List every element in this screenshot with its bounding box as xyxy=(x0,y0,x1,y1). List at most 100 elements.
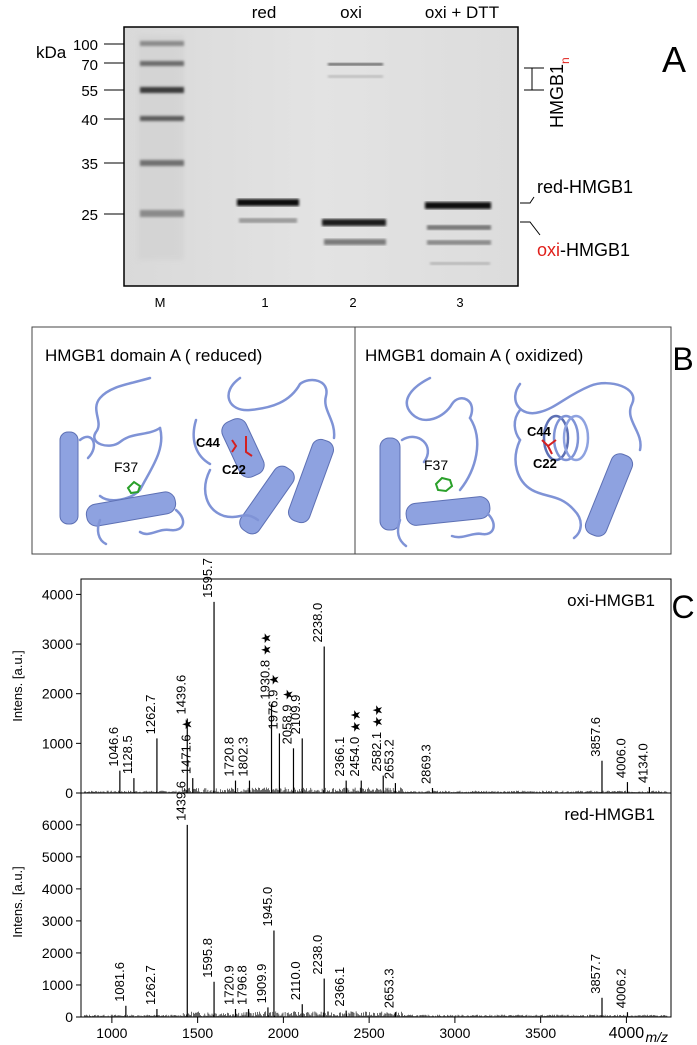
lane-1-faint-band xyxy=(239,218,297,223)
residue-f37-reduced: F37 xyxy=(114,459,138,475)
top-peak-label: 2653.2 xyxy=(381,739,396,779)
multimer-annotation: HMGB1n xyxy=(524,57,572,128)
bottom-y-tick-label: 3000 xyxy=(42,913,73,929)
top-y-axis: 0 1000 2000 3000 4000 xyxy=(42,586,81,801)
bottom-y-tick-label: 6000 xyxy=(42,817,73,833)
red-hmgb1-label: red-HMGB1 xyxy=(537,177,633,197)
bottom-peak-label: 2238.0 xyxy=(310,935,325,975)
bottom-peak-label: 2110.0 xyxy=(288,961,303,1000)
top-peak-label: 1595.7 xyxy=(200,558,215,598)
structure-title-reduced: HMGB1 domain A ( reduced) xyxy=(45,346,262,365)
bottom-noise-path xyxy=(84,1011,668,1017)
top-peak-label: 1471.6 xyxy=(179,734,194,774)
spectrum-top-name: oxi-HMGB1 xyxy=(567,591,655,610)
bottom-peak-label: 2653.3 xyxy=(381,968,396,1008)
x-axis-label: m/z xyxy=(645,1029,668,1045)
spectra-frame xyxy=(80,578,672,1018)
spectrum-bottom-ylabel: Intens. [a.u.] xyxy=(10,866,25,938)
residue-c44-oxidized: C44 xyxy=(527,424,552,439)
spectrum-bottom-name: red-HMGB1 xyxy=(564,805,655,824)
bottom-peak-label: 3857.7 xyxy=(588,954,603,994)
kda-tick-100: 100 xyxy=(73,37,98,54)
kda-tick-40: 40 xyxy=(81,112,98,129)
x-tick-label: 1000 xyxy=(96,1025,127,1041)
panel-c: C oxi-HMGB1 red-HMGB1 Intens. [a.u.] Int… xyxy=(10,558,695,1045)
top-peak-label: 1930.8 xyxy=(258,660,273,700)
bottom-peak-label: 2366.1 xyxy=(332,967,347,1007)
panel-b-letter: B xyxy=(672,341,693,377)
top-peak-stars: ★ xyxy=(267,674,282,686)
top-spectrum-noise xyxy=(84,787,668,793)
lane-2-multimer-faint xyxy=(328,75,383,78)
bottom-peak-label: 1796.8 xyxy=(235,965,250,1005)
top-peak-label: 1262.7 xyxy=(143,695,158,735)
lane-3-band-3 xyxy=(427,240,491,245)
bottom-peak-label: 1909.9 xyxy=(254,964,269,1004)
marker-band-25 xyxy=(140,210,184,217)
bottom-spectrum-noise xyxy=(84,1011,668,1017)
kda-label: kDa xyxy=(36,43,67,62)
top-peak-label: 2058.9 xyxy=(279,705,294,745)
x-axis: 1000 1500 2000 2500 3000 3500 4000 xyxy=(96,1017,644,1042)
reduced-structure-f37-view xyxy=(59,376,185,546)
top-peak-stars: ★★ xyxy=(260,632,275,655)
oxidized-structure-f37-view xyxy=(379,376,495,548)
f37-sidechain xyxy=(126,480,142,495)
oxi-hmgb1-label-suffix: -HMGB1 xyxy=(560,240,630,260)
residue-c22-oxidized: C22 xyxy=(533,456,557,471)
top-y-tick-label: 4000 xyxy=(42,586,73,602)
lane-number-3: 3 xyxy=(456,295,463,310)
oxidized-structure-cys-view xyxy=(513,381,642,540)
marker-band-40 xyxy=(140,116,184,121)
marker-lane-smear xyxy=(138,35,184,260)
bottom-y-tick-label: 1000 xyxy=(42,977,73,993)
lane-1-bands xyxy=(237,199,299,223)
top-peak-stars: ★ xyxy=(281,689,296,701)
top-peak-label: 1976.9 xyxy=(265,690,280,730)
bottom-peak-label: 4006.2 xyxy=(613,968,628,1008)
x-tick-label: 4000 xyxy=(609,1025,645,1042)
kda-tick-55: 55 xyxy=(81,83,98,100)
lane-2-bands xyxy=(322,63,386,245)
top-peak-label: 1439.6 xyxy=(173,675,188,715)
bottom-peak-label: 1439.6 xyxy=(173,781,188,821)
cysteine-sidechains-reduced xyxy=(231,436,253,457)
panel-b: B HMGB1 domain A ( reduced) HMGB1 domain… xyxy=(31,326,694,555)
bottom-peak-label: 1945.0 xyxy=(260,887,275,927)
multimer-label-base: HMGB1 xyxy=(547,64,567,128)
top-peak-label: 1128.5 xyxy=(120,735,135,774)
bottom-peak-label: 1262.7 xyxy=(143,965,158,1005)
lane-number-2: 2 xyxy=(349,295,356,310)
lane-number-1: 1 xyxy=(261,295,268,310)
top-peak-label: 4134.0 xyxy=(635,743,650,783)
multimer-label: HMGB1n xyxy=(547,57,572,128)
marker-band-70 xyxy=(140,61,184,66)
lane-1-main-band xyxy=(237,199,299,206)
bottom-y-tick-label: 0 xyxy=(65,1009,73,1025)
x-tick-label: 3500 xyxy=(525,1025,556,1041)
top-peak-label: 2109.9 xyxy=(288,695,303,735)
x-tick-label: 2500 xyxy=(354,1025,385,1041)
bottom-y-axis: 0 1000 2000 3000 4000 5000 6000 xyxy=(42,817,81,1025)
top-peak-stars: ★ xyxy=(181,718,196,730)
lane-2-multimer-band xyxy=(328,63,383,66)
marker-bands xyxy=(140,41,184,217)
top-spectrum-peaks: 1046.6 1128.5 1262.7 1439.6 1471.6 ★ 1595.7 172… xyxy=(106,558,650,793)
top-peak-label: 1720.8 xyxy=(221,737,236,777)
lane-2-lower-band xyxy=(324,239,386,245)
top-peak-label: 1046.6 xyxy=(106,727,121,767)
cysteine-sidechains-oxidized xyxy=(541,439,557,455)
lane-3-band-2 xyxy=(427,225,491,230)
lane-header-oxi-dtt: oxi + DTT xyxy=(425,3,499,22)
lane-3-band-4 xyxy=(430,262,490,265)
bottom-peak-label: 1081.6 xyxy=(112,962,127,1002)
oxi-hmgb1-pointer xyxy=(520,221,541,236)
bottom-peak-label: 1720.9 xyxy=(222,965,237,1005)
residue-c22-reduced: C22 xyxy=(222,462,246,477)
lane-2-main-band xyxy=(322,219,386,226)
red-hmgb1-pointer xyxy=(520,196,535,204)
marker-band-55 xyxy=(140,87,184,93)
top-peak-label: 3857.6 xyxy=(588,717,603,757)
